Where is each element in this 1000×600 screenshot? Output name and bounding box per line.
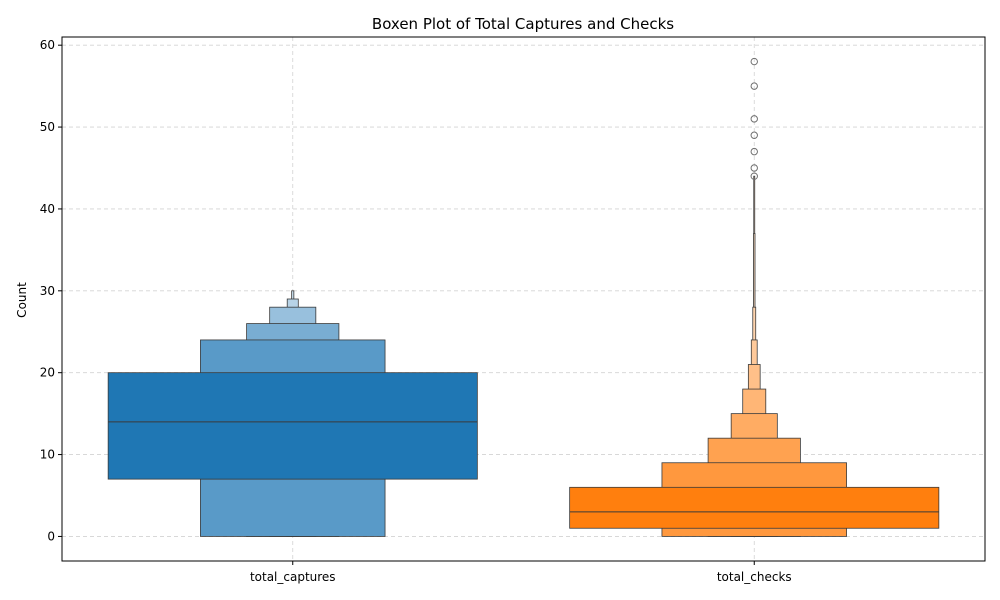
y-tick-label: 40 [40,202,55,216]
boxen-box [107,372,478,480]
plot-frame [61,36,986,562]
chart-title: Boxen Plot of Total Captures and Checks [372,15,674,33]
boxen-series-total_checks [569,57,940,537]
outlier-point [750,164,758,172]
x-tick-label: total_checks [717,570,792,584]
y-tick-label: 10 [40,448,55,462]
y-tick-label: 20 [40,366,55,380]
y-tick-label: 60 [40,38,55,52]
y-tick-label: 0 [47,529,55,543]
y-axis-label: Count [15,282,29,318]
x-tick-label: total_captures [250,570,336,584]
boxen-box [569,486,940,529]
boxen-series-total_captures [107,290,478,537]
outlier-point [750,82,758,90]
outlier-point [750,147,758,156]
axes: 0 10 20 30 40 50 60 total_captures total_checks [40,38,792,584]
plot-area [107,57,940,537]
outlier-point [750,172,758,180]
y-tick-label: 50 [40,120,55,134]
outlier-point [750,131,758,139]
y-tick-label: 30 [40,284,55,298]
outlier-point [750,57,758,66]
outlier-point [750,115,758,123]
